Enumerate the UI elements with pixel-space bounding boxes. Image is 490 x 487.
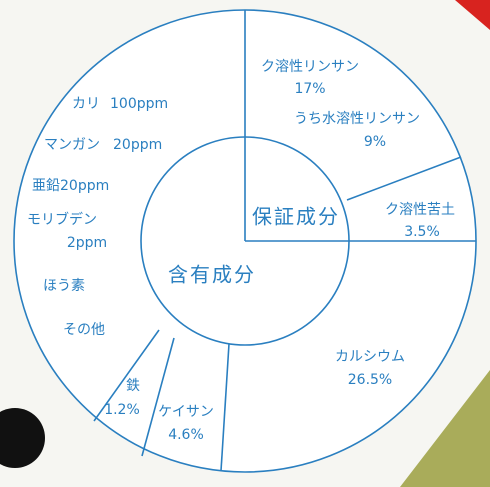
divider (346, 156, 462, 201)
item-name: ほう素 (43, 278, 85, 294)
item-value: 100ppm (110, 96, 168, 112)
item-name: ケイサン (158, 404, 214, 420)
corner-red (455, 0, 490, 30)
item-name: その他 (63, 322, 105, 338)
item-value: 17% (294, 81, 325, 97)
item-value: 2ppm (67, 235, 107, 251)
divider (93, 329, 160, 422)
item-value: 1.2% (104, 402, 140, 418)
divider (220, 343, 230, 472)
item-value: 9% (364, 134, 386, 150)
group-label: 保証成分 (252, 205, 340, 229)
item-value: 26.5% (348, 372, 392, 388)
item-name: ク溶性リンサン (261, 59, 359, 75)
divider (141, 337, 175, 457)
item-name: 鉄 (126, 378, 140, 394)
item-value: 4.6% (168, 427, 204, 443)
item-value: 20ppm (113, 137, 162, 153)
item-value: 3.5% (404, 224, 440, 240)
item-value: 20ppm (60, 178, 109, 194)
group-label: 含有成分 (168, 263, 256, 287)
item-name: カルシウム (335, 349, 405, 365)
black-dot (0, 408, 45, 468)
item-name: マンガン (44, 137, 100, 153)
item-name: モリブデン (27, 211, 97, 228)
item-name: カリ (72, 96, 100, 112)
item-name: 亜鉛 (32, 178, 60, 194)
item-label: 亜鉛20ppm (32, 178, 109, 194)
item-name: ク溶性苦土 (385, 202, 455, 218)
item-name: うち水溶性リンサン (294, 111, 420, 127)
grass (400, 370, 490, 487)
